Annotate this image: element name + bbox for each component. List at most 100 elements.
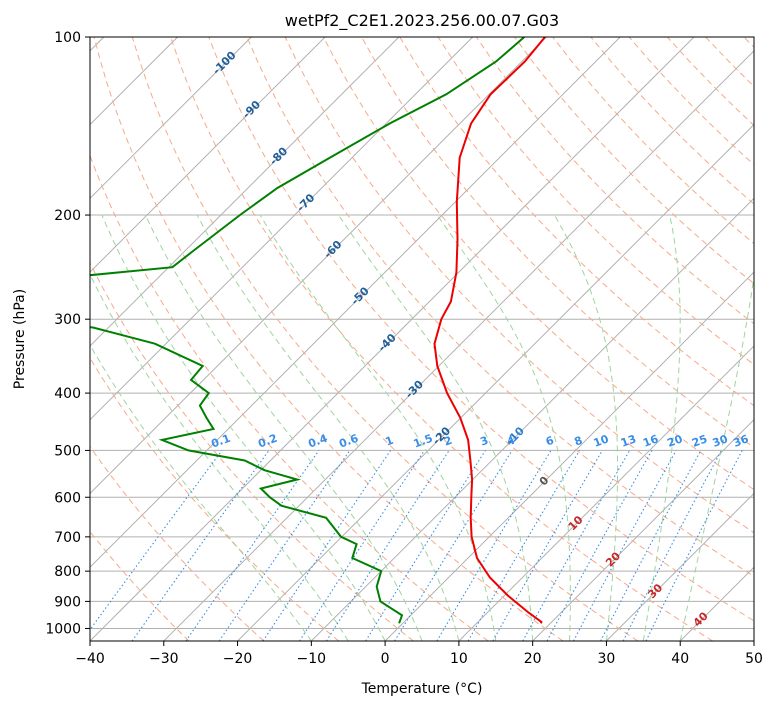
y-tick-label: 700	[54, 530, 81, 546]
dry-adiabat-line	[90, 357, 339, 641]
mixing-ratio-label: 16	[641, 432, 660, 450]
isotherm-line	[90, 37, 695, 641]
mixing-ratio-label: 30	[711, 432, 730, 450]
isotherm-line	[458, 345, 754, 641]
y-axis-label: Pressure (hPa)	[12, 289, 28, 389]
mixing-ratio-label: 4	[505, 434, 517, 449]
isotherm-line	[532, 418, 754, 641]
x-axis-ticks: −40 −30 −20 −10 0 10 20 30 40 50	[75, 641, 763, 667]
isotherm-line	[90, 37, 252, 200]
y-tick-label: 100	[54, 30, 81, 46]
x-tick-label: 0	[381, 651, 390, 667]
mixing-ratio-label: 25	[690, 432, 709, 449]
mixing-ratio-label: 0.4	[306, 432, 329, 451]
mixing-ratio-line	[394, 450, 513, 641]
mixing-ratio-label: 36	[732, 432, 751, 450]
plot-frame	[89, 36, 755, 642]
y-tick-label: 500	[54, 443, 81, 459]
mixing-ratio-lines	[90, 450, 743, 641]
mixing-ratio-label: 8	[573, 434, 585, 449]
moist-adiabat-line	[642, 214, 681, 641]
x-axis-label: Temperature (°C)	[361, 681, 483, 697]
mixing-ratio-label: 6	[544, 434, 556, 449]
dry-adiabat-line	[322, 37, 754, 491]
moist-adiabat-line	[144, 214, 423, 641]
y-tick-label: 600	[54, 490, 81, 506]
x-tick-label: −30	[149, 651, 179, 667]
y-tick-label: 1000	[45, 621, 81, 637]
mixing-ratio-label: 10	[592, 432, 611, 450]
moist-adiabat-line	[259, 214, 497, 641]
y-tick-label: 200	[54, 208, 81, 224]
sounding-profiles	[90, 37, 546, 624]
mixing-ratio-line	[262, 450, 392, 641]
x-tick-label: 50	[745, 651, 763, 667]
dry-adiabat-line	[514, 37, 754, 285]
y-tick-label: 900	[54, 594, 81, 610]
dry-adiabat-line	[246, 37, 754, 577]
isotherm-line	[384, 271, 754, 641]
dry-adiabat-line	[284, 37, 754, 534]
isotherm-line	[90, 37, 547, 495]
isotherm-line	[90, 37, 400, 347]
dry-adiabats	[90, 37, 754, 641]
moist-adiabat-line	[196, 214, 460, 641]
y-tick-label: 400	[54, 386, 81, 402]
moist-adiabats	[90, 214, 754, 641]
mixing-ratio-label: 2	[442, 434, 454, 449]
dry-adiabat-line	[90, 261, 414, 641]
x-tick-label: 10	[450, 651, 468, 667]
mixing-ratio-label: 1	[384, 434, 396, 449]
mixing-ratio-line	[573, 450, 677, 641]
isotherm-line	[163, 50, 754, 641]
isotherm-line	[606, 492, 754, 641]
mixing-ratio-line	[622, 450, 722, 641]
mixing-ratio-line	[218, 450, 351, 641]
moist-adiabat-line	[679, 273, 754, 641]
y-tick-label: 300	[54, 312, 81, 328]
x-tick-label: 40	[671, 651, 689, 667]
mixing-ratio-line	[185, 450, 320, 641]
mixing-ratio-line	[131, 450, 270, 641]
mixing-ratio-line	[90, 450, 223, 631]
moist-adiabat-line	[554, 214, 619, 641]
dewpoint-profile	[90, 37, 525, 624]
moist-adiabat-line	[338, 214, 534, 641]
dry-adiabat-line	[131, 37, 639, 641]
isotherm-line	[90, 37, 621, 568]
y-tick-label: 800	[54, 564, 81, 580]
moist-adiabat-line	[90, 343, 312, 641]
x-tick-label: −10	[297, 651, 327, 667]
mixing-ratio-label: 0.6	[337, 432, 360, 451]
x-tick-label: −40	[75, 651, 105, 667]
isotherm-line	[90, 37, 474, 421]
moist-adiabat-line	[436, 214, 571, 641]
isotherm-line	[90, 37, 326, 273]
y-axis-ticks: 100 200 300 400 500 600 700 800 900 1000	[45, 30, 90, 637]
mixing-ratio-label: 20	[666, 432, 685, 450]
dry-adiabat-line	[437, 37, 754, 366]
x-tick-label: 30	[598, 651, 616, 667]
mixing-ratio-label: 1.5	[412, 432, 435, 451]
mixing-ratio-line	[645, 450, 743, 641]
mixing-ratio-line	[522, 450, 631, 641]
x-tick-label: −20	[223, 651, 253, 667]
mixing-ratio-label: 0.2	[256, 432, 279, 451]
dry-adiabat-line	[170, 37, 713, 641]
dry-adiabat-line	[208, 37, 754, 622]
x-tick-label: 20	[524, 651, 542, 667]
dry-adiabat-line	[475, 37, 754, 325]
dry-adiabat-line	[90, 445, 265, 641]
moist-adiabat-line	[101, 214, 386, 641]
temperature-profile	[433, 37, 546, 624]
isotherm-line	[237, 123, 754, 641]
mixing-ratio-line	[546, 450, 653, 641]
mixing-ratio-line	[325, 450, 450, 641]
chart-title: wetPf2_C2E1.2023.256.00.07.G03	[285, 11, 559, 31]
mixing-ratio-line	[299, 450, 425, 641]
mixing-ratio-label: 13	[619, 432, 638, 449]
mixing-ratio-label: 3	[478, 434, 490, 449]
dry-adiabat-line	[93, 37, 564, 641]
mixing-ratio-label: 0.1	[209, 432, 232, 451]
